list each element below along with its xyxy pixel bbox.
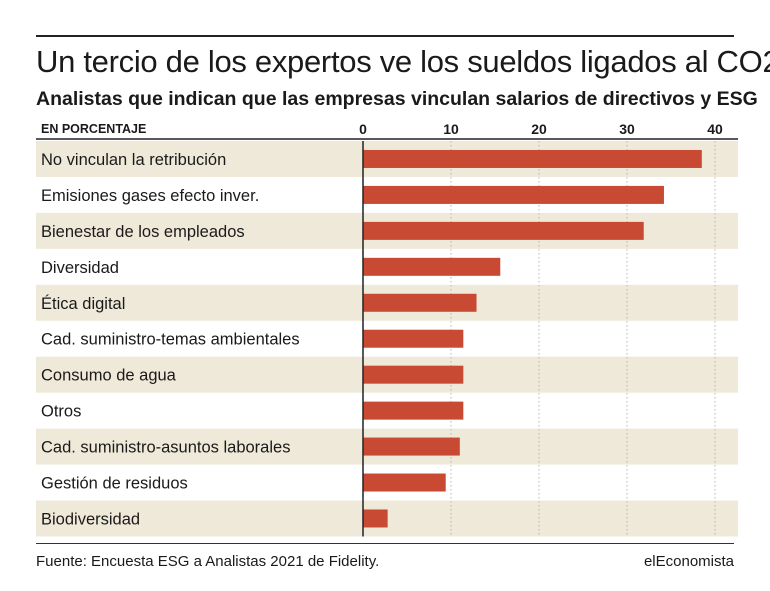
category-label: Ética digital <box>41 294 125 313</box>
category-label: Bienestar de los empleados <box>41 223 245 241</box>
bar <box>363 149 702 168</box>
x-tick-label: 40 <box>707 121 723 137</box>
bar <box>363 401 464 420</box>
x-tick-label: 10 <box>443 121 459 137</box>
category-label: Emisiones gases efecto inver. <box>41 187 259 205</box>
source-note: Fuente: Encuesta ESG a Analistas 2021 de… <box>36 553 380 570</box>
x-tick-label: 30 <box>619 121 635 137</box>
category-label: Cad. suministro-asuntos laborales <box>41 439 290 457</box>
top-rule <box>36 35 734 37</box>
bar <box>363 293 477 312</box>
x-tick-label: 20 <box>531 121 547 137</box>
category-label: Otros <box>41 403 81 421</box>
category-label: Cad. suministro-temas ambientales <box>41 331 300 349</box>
bottom-rule <box>36 543 734 544</box>
category-label: Diversidad <box>41 259 119 277</box>
category-label: No vinculan la retribución <box>41 151 226 169</box>
brand-label: elEconomista <box>643 553 734 570</box>
bar <box>363 221 644 240</box>
bar <box>363 185 664 204</box>
unit-label: EN PORCENTAJE <box>41 122 147 136</box>
bar <box>363 473 446 492</box>
x-tick-label: 0 <box>359 121 367 137</box>
category-label: Biodiversidad <box>41 510 140 528</box>
chart-subtitle: Analistas que indican que las empresas v… <box>36 88 758 110</box>
chart-title: Un tercio de los expertos ve los sueldos… <box>36 44 770 79</box>
category-label: Consumo de agua <box>41 367 177 385</box>
bar <box>363 509 388 528</box>
bar <box>363 365 464 384</box>
bar <box>363 437 460 456</box>
category-label: Gestión de residuos <box>41 475 188 493</box>
bar <box>363 329 464 348</box>
bar <box>363 257 501 276</box>
